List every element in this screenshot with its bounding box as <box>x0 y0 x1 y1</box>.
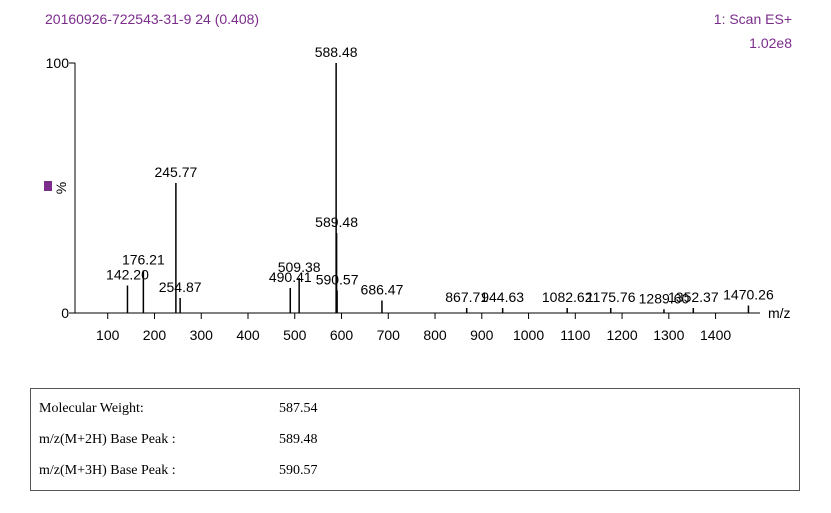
peak-label: 1289.60 <box>639 290 690 306</box>
x-tick-label: 1000 <box>513 327 544 343</box>
peak-label: 509.38 <box>278 259 321 275</box>
peak-label: 589.48 <box>315 214 358 230</box>
x-tick-label: 500 <box>283 327 307 343</box>
y-axis-label: % <box>53 182 69 194</box>
peak-label: 686.47 <box>361 282 404 298</box>
x-tick-label: 900 <box>470 327 494 343</box>
row-key: m/z(M+3H) Base Peak : <box>39 462 176 478</box>
peak-label: 254.87 <box>159 279 202 295</box>
x-tick-label: 1400 <box>700 327 731 343</box>
peak-label: 1082.62 <box>542 289 593 305</box>
peak-label: 867.71 <box>445 289 488 305</box>
x-tick-label: 400 <box>236 327 260 343</box>
x-tick-label: 1200 <box>606 327 637 343</box>
y-tick-label: 100 <box>46 55 70 71</box>
peak-label: 245.77 <box>154 164 197 180</box>
row-key: Molecular Weight: <box>39 400 144 416</box>
peak-label: 142.20 <box>106 267 149 283</box>
info-table: Molecular Weight: 587.54 m/z(M+2H) Base Pe… <box>30 388 800 491</box>
intensity-label: 1.02e8 <box>749 35 792 51</box>
x-axis-label: m/z <box>768 305 791 321</box>
x-tick-label: 700 <box>377 327 401 343</box>
row-value: 587.54 <box>279 400 318 416</box>
x-tick-label: 1100 <box>560 327 590 343</box>
peak-label: 588.48 <box>315 44 358 60</box>
row-key: m/z(M+2H) Base Peak : <box>39 431 176 447</box>
chart-title: 20160926-722543-31-9 24 (0.408) <box>45 11 259 27</box>
peak-label: 1470.26 <box>723 287 774 303</box>
table-row: Molecular Weight: 587.54 <box>31 393 799 424</box>
x-tick-label: 1300 <box>653 327 684 343</box>
x-tick-label: 200 <box>143 327 167 343</box>
marker <box>44 181 52 191</box>
y-tick-label: 0 <box>61 305 69 321</box>
peak-label: 176.21 <box>122 252 165 268</box>
chart: 20160926-722543-31-9 24 (0.408) 1: Scan … <box>44 11 792 343</box>
x-tick-label: 100 <box>96 327 120 343</box>
peak-label: 490.41 <box>269 269 312 285</box>
peak-label: 944.63 <box>481 289 524 305</box>
x-tick-label: 600 <box>330 327 354 343</box>
scan-label: 1: Scan ES+ <box>714 11 792 27</box>
x-tick-label: 300 <box>190 327 214 343</box>
table-row: m/z(M+3H) Base Peak : 590.57 <box>31 455 799 486</box>
peak-label: 590.57 <box>316 272 359 288</box>
peak-label: 1352.37 <box>668 289 719 305</box>
peak-label: 1175.76 <box>586 289 636 305</box>
table-row: m/z(M+2H) Base Peak : 589.48 <box>31 424 799 455</box>
row-value: 589.48 <box>279 431 318 447</box>
row-value: 590.57 <box>279 462 318 478</box>
x-tick-label: 800 <box>423 327 447 343</box>
